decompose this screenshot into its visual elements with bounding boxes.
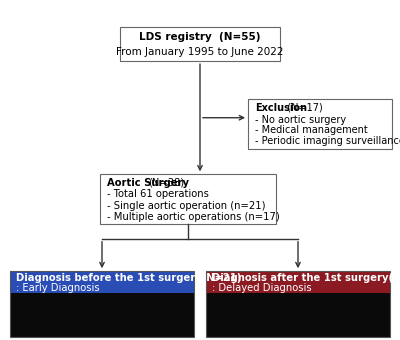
Text: : Delayed Diagnosis: : Delayed Diagnosis: [212, 283, 312, 292]
FancyBboxPatch shape: [10, 271, 194, 293]
Text: Exclusion: Exclusion: [255, 103, 307, 113]
Text: - No aortic surgery: - No aortic surgery: [255, 115, 346, 125]
FancyBboxPatch shape: [100, 174, 276, 224]
Text: - Periodic imaging surveillance: - Periodic imaging surveillance: [255, 136, 400, 146]
Text: (N=17): (N=17): [281, 103, 323, 113]
Text: Diagnosis after the 1st surgery(N=17): Diagnosis after the 1st surgery(N=17): [212, 273, 400, 283]
Text: (N=38): (N=38): [148, 177, 184, 188]
FancyBboxPatch shape: [10, 293, 194, 337]
FancyBboxPatch shape: [120, 27, 280, 61]
FancyBboxPatch shape: [206, 271, 390, 293]
FancyBboxPatch shape: [248, 99, 392, 149]
FancyBboxPatch shape: [206, 293, 390, 337]
Text: LDS registry  (N=55): LDS registry (N=55): [139, 32, 261, 42]
Text: : Early Diagnosis: : Early Diagnosis: [16, 283, 100, 292]
Text: - Multiple aortic operations (n=17): - Multiple aortic operations (n=17): [107, 212, 280, 222]
Text: Diagnosis before the 1st surgery(N=21): Diagnosis before the 1st surgery(N=21): [16, 273, 241, 283]
Text: From January 1995 to June 2022: From January 1995 to June 2022: [116, 47, 284, 57]
Text: - Single aortic operation (n=21): - Single aortic operation (n=21): [107, 201, 266, 211]
Text: - Medical management: - Medical management: [255, 125, 368, 135]
Text: Aortic Surgery: Aortic Surgery: [107, 177, 193, 188]
Text: - Total 61 operations: - Total 61 operations: [107, 189, 209, 200]
